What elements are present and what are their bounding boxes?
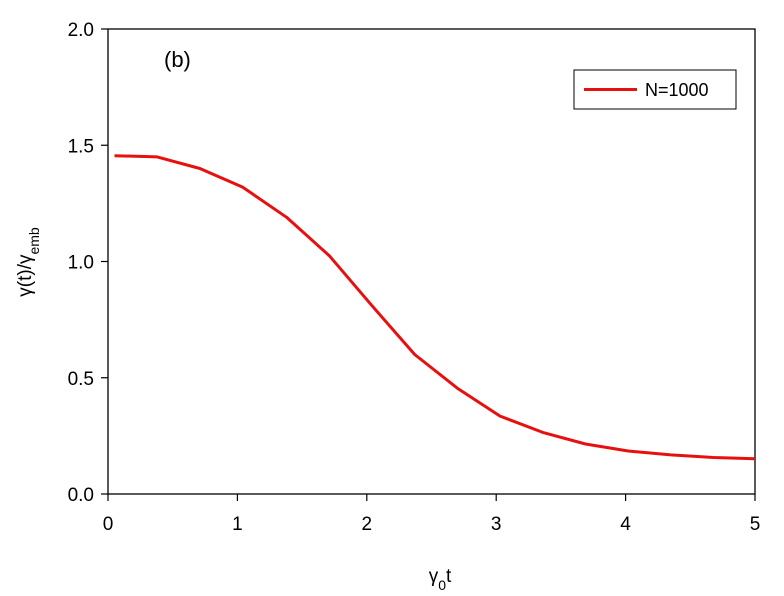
y-tick-label: 1.0 [68,253,94,274]
series-lines [114,154,756,461]
x-tick-label: 2 [362,514,373,535]
panel-label: (b) [164,47,191,72]
y-axis-title: γ(t)/γemb [15,227,42,297]
legend-label: N=1000 [645,80,709,100]
legend: N=1000 [573,69,737,110]
x-tick-label: 4 [620,514,631,535]
x-tick-label: 5 [750,514,761,535]
y-tick-label: 0.0 [68,485,94,506]
series-line [114,154,756,461]
x-axis-title: γ0t [429,566,452,593]
x-tick-label: 3 [491,514,502,535]
x-tick-label: 1 [232,514,243,535]
tick-marks [101,28,756,501]
y-tick-label: 0.5 [68,369,94,390]
x-tick-label: 0 [103,514,114,535]
tick-labels: 0 1 2 3 4 5 0.0 0.5 1.0 1.5 2.0 [68,20,761,535]
y-axis-title-main: γ(t)/γ [15,254,36,297]
y-tick-label: 2.0 [68,20,94,41]
x-axis-title-main: γ [429,566,439,587]
x-axis-title-subscript: 0 [438,577,446,593]
y-axis-title-subscript: emb [26,227,42,254]
y-tick-label: 1.5 [68,136,94,157]
x-axis-title-tail: t [446,566,452,587]
